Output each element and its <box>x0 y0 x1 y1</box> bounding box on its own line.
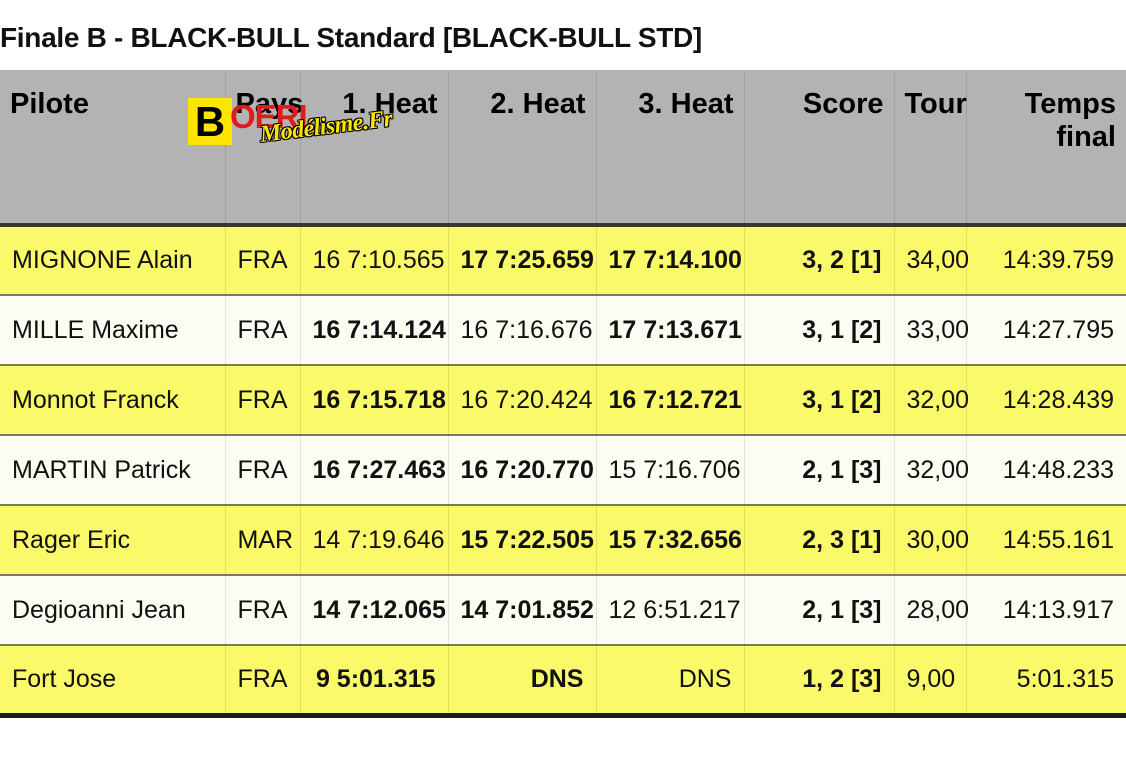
cell-pays: FRA <box>224 225 300 296</box>
cell-heat1: 9 5:01.315 <box>299 645 448 718</box>
cell-temps-final: 5:01.315 <box>965 645 1126 718</box>
table-row[interactable]: MARTIN Patrick FRA 16 7:27.463 16 7:20.770 1… <box>0 435 1126 506</box>
cell-pilote: Fort Jose <box>0 645 225 718</box>
cell-pilote: MARTIN Patrick <box>0 435 225 506</box>
table-row[interactable]: Monnot Franck FRA 16 7:15.718 16 7:20.424 16… <box>0 365 1126 436</box>
cell-score: 2, 1 [3] <box>743 435 894 506</box>
column-header-score[interactable]: Score <box>743 70 895 227</box>
cell-heat2: 14 7:01.852 <box>447 575 596 646</box>
cell-heat1: 16 7:27.463 <box>299 435 448 506</box>
cell-score: 1, 2 [3] <box>743 645 894 718</box>
cell-score: 3, 2 [1] <box>743 225 894 296</box>
cell-heat1: 14 7:19.646 <box>299 505 448 576</box>
table-row[interactable]: MIGNONE Alain FRA 16 7:10.565 17 7:25.659 17… <box>0 225 1126 296</box>
score-rank: [1] <box>850 525 882 554</box>
cell-heat3: 12 6:51.217 <box>595 575 744 646</box>
cell-tour: 32,00 <box>893 365 969 436</box>
cell-heat3: 15 7:32.656 <box>595 505 744 576</box>
column-header-heat1[interactable]: 1. Heat <box>299 70 449 227</box>
cell-heat1: 16 7:15.718 <box>299 365 448 436</box>
cell-tour: 28,00 <box>893 575 969 646</box>
cell-pays: MAR <box>224 505 300 576</box>
cell-tour: 30,00 <box>893 505 969 576</box>
column-header-pilote[interactable]: Pilote <box>0 70 226 227</box>
score-points: 3, 1 <box>802 315 844 344</box>
cell-pays: FRA <box>224 645 300 718</box>
cell-pays: FRA <box>224 295 300 366</box>
score-points: 1, 2 <box>802 664 844 693</box>
cell-tour: 32,00 <box>893 435 969 506</box>
cell-heat2: 16 7:16.676 <box>447 295 596 366</box>
cell-temps-final: 14:13.917 <box>965 575 1126 646</box>
cell-tour: 33,00 <box>893 295 969 366</box>
page-title: Finale B - BLACK-BULL Standard [BLACK-BU… <box>0 22 702 53</box>
cell-heat3: 17 7:14.100 <box>595 225 744 296</box>
cell-heat3: 15 7:16.706 <box>595 435 744 506</box>
table-row[interactable]: Degioanni Jean FRA 14 7:12.065 14 7:01.852 1… <box>0 575 1126 646</box>
score-points: 3, 2 <box>802 246 844 274</box>
column-header-heat3[interactable]: 3. Heat <box>595 70 745 227</box>
table-row[interactable]: MILLE Maxime FRA 16 7:14.124 16 7:16.676 17 … <box>0 295 1126 366</box>
cell-heat3: 16 7:12.721 <box>595 365 744 436</box>
cell-heat2: 17 7:25.659 <box>447 225 596 296</box>
cell-heat2: 16 7:20.424 <box>447 365 596 436</box>
table-header: Pilote Pays 1. Heat 2. Heat 3. Heat Scor… <box>0 70 1126 227</box>
cell-heat3: DNS <box>595 645 744 718</box>
cell-pays: FRA <box>224 575 300 646</box>
cell-score: 2, 3 [1] <box>743 505 894 576</box>
score-points: 3, 1 <box>802 385 844 414</box>
results-table: Pilote Pays 1. Heat 2. Heat 3. Heat Scor… <box>0 70 1126 718</box>
score-rank: [3] <box>850 595 882 624</box>
table-row[interactable]: Fort Jose FRA 9 5:01.315 DNS DNS 1, 2 [3] 9,00… <box>0 645 1126 718</box>
cell-pilote: MILLE Maxime <box>0 295 225 366</box>
score-rank: [2] <box>850 315 882 344</box>
cell-temps-final: 14:28.439 <box>965 365 1126 436</box>
cell-pilote: Rager Eric <box>0 505 225 576</box>
score-rank: [1] <box>850 246 882 274</box>
cell-heat1: 16 7:10.565 <box>299 225 448 296</box>
cell-score: 3, 1 [2] <box>743 295 894 366</box>
cell-pilote: Monnot Franck <box>0 365 225 436</box>
cell-temps-final: 14:39.759 <box>965 225 1126 296</box>
score-points: 2, 1 <box>802 595 844 624</box>
cell-heat2: 15 7:22.505 <box>447 505 596 576</box>
column-header-temps-final[interactable]: Temps final <box>965 70 1126 227</box>
score-rank: [3] <box>850 455 882 484</box>
header-row: Pilote Pays 1. Heat 2. Heat 3. Heat Scor… <box>0 70 1126 227</box>
cell-heat1: 14 7:12.065 <box>299 575 448 646</box>
cell-pays: FRA <box>224 365 300 436</box>
score-points: 2, 3 <box>802 525 844 554</box>
cell-score: 2, 1 [3] <box>743 575 894 646</box>
cell-temps-final: 14:55.161 <box>965 505 1126 576</box>
cell-tour: 34,00 <box>893 225 969 296</box>
cell-heat2: DNS <box>447 645 596 718</box>
cell-temps-final: 14:48.233 <box>965 435 1126 506</box>
table-body: MIGNONE Alain FRA 16 7:10.565 17 7:25.659 17… <box>0 225 1126 718</box>
column-header-tour[interactable]: Tour <box>893 70 967 227</box>
table-row[interactable]: Rager Eric MAR 14 7:19.646 15 7:22.505 15 7:… <box>0 505 1126 576</box>
cell-heat1: 16 7:14.124 <box>299 295 448 366</box>
cell-heat3: 17 7:13.671 <box>595 295 744 366</box>
cell-temps-final: 14:27.795 <box>965 295 1126 366</box>
cell-pilote: Degioanni Jean <box>0 575 225 646</box>
cell-pays: FRA <box>224 435 300 506</box>
cell-score: 3, 1 [2] <box>743 365 894 436</box>
score-rank: [2] <box>850 385 882 414</box>
column-header-heat2[interactable]: 2. Heat <box>447 70 597 227</box>
score-points: 2, 1 <box>802 455 844 484</box>
cell-heat2: 16 7:20.770 <box>447 435 596 506</box>
cell-pilote: MIGNONE Alain <box>0 225 225 296</box>
score-rank: [3] <box>850 664 882 693</box>
cell-tour: 9,00 <box>893 645 966 718</box>
column-header-pays[interactable]: Pays <box>224 70 303 227</box>
